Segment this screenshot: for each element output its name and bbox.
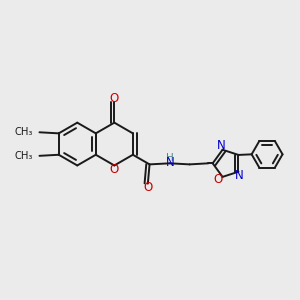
Text: O: O [214,173,223,186]
Text: H: H [166,153,174,163]
Text: CH₃: CH₃ [15,127,33,137]
Text: CH₃: CH₃ [15,151,33,161]
Text: N: N [217,140,226,152]
Text: O: O [110,92,119,105]
Text: N: N [166,156,174,169]
Text: O: O [110,163,119,176]
Text: N: N [235,169,244,182]
Text: O: O [143,181,152,194]
